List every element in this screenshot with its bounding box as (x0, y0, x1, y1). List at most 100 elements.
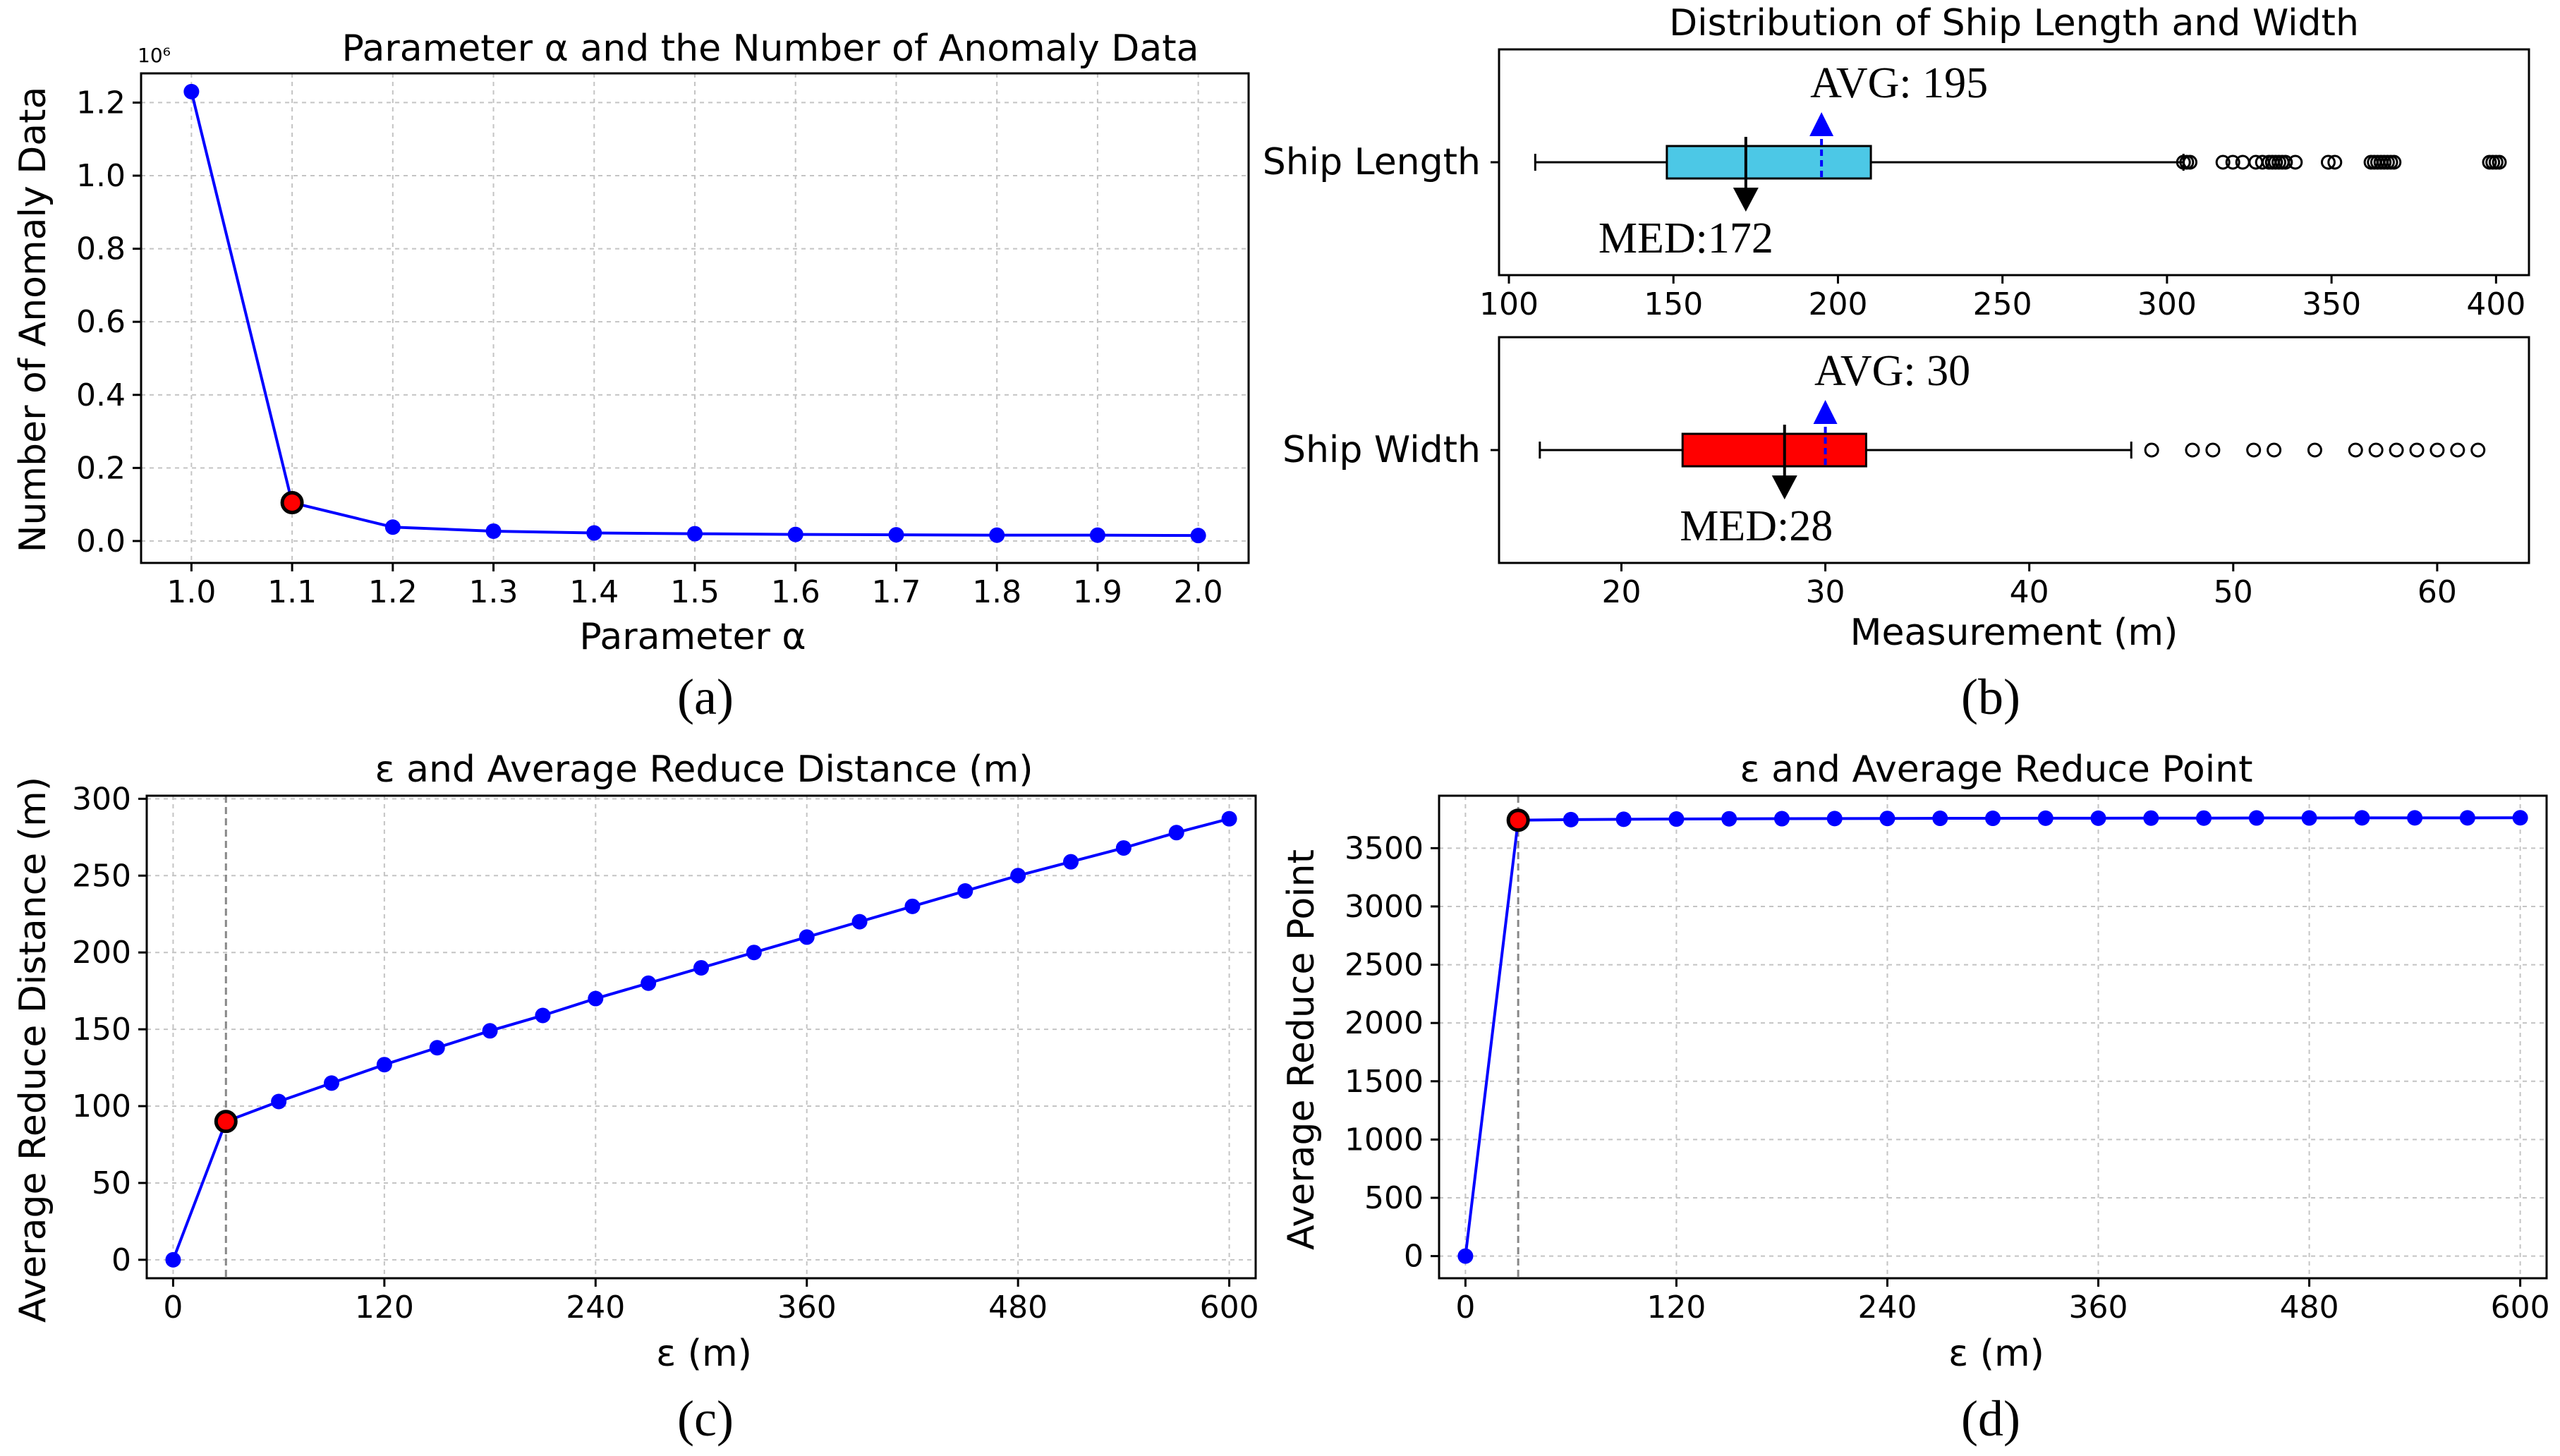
chart-b-width-xtick-label: 20 (1601, 574, 1641, 610)
chart-b-width-outlier (2368, 442, 2384, 458)
chart-b-width-outlier (2144, 442, 2159, 458)
chart-d-data-point (2248, 810, 2264, 826)
chart-a-data-point (1089, 527, 1105, 543)
chart-a-data-point (1190, 528, 1206, 544)
chart-c-data-point (641, 975, 657, 991)
chart-b-length-xtick-label: 100 (1479, 286, 1539, 322)
chart-b-length-xtick-label: 400 (2466, 286, 2525, 322)
chart-c-data-point (1063, 854, 1079, 870)
chart-c-data-point (482, 1023, 498, 1039)
chart-b-width-xtick-label: 30 (1806, 574, 1845, 610)
chart-d-data-point (1615, 811, 1632, 827)
chart-d-data-point (2090, 810, 2106, 826)
chart-c-caption: (c) (677, 1390, 734, 1447)
chart-d-ytick-label: 1000 (1345, 1122, 1424, 1158)
chart-d-data-point (1721, 811, 1737, 827)
chart-b-width-xtick-label: 40 (2010, 574, 2049, 610)
chart-b-width-outlier (2185, 442, 2200, 458)
chart-a-scale-label: 10⁶ (138, 44, 171, 67)
chart-d-data-point (2143, 810, 2159, 826)
chart-b-width-avg-label: AVG: 30 (1814, 347, 1970, 395)
chart-c-xtick-label: 360 (777, 1290, 837, 1325)
chart-b-width-xtick-label: 50 (2214, 574, 2253, 610)
chart-d: ε and Average Reduce Point Average Reduc… (1280, 748, 2550, 1447)
chart-a-xtick-label: 1.3 (469, 574, 518, 610)
chart-d-data-point (1668, 811, 1685, 827)
chart-c-data-point (1168, 825, 1184, 841)
chart-a-xtick-label: 1.5 (670, 574, 720, 610)
chart-b-length-xtick-label: 250 (1973, 286, 2032, 322)
chart-a-data-point (787, 526, 803, 542)
chart-c-highlight-point (214, 1110, 238, 1134)
chart-d-data-point (2512, 810, 2528, 826)
chart-c: ε and Average Reduce Distance (m) Averag… (12, 748, 1259, 1447)
chart-b-xlabel: Measurement (m) (1850, 612, 2178, 654)
chart-d-xtick-label: 360 (2069, 1290, 2128, 1325)
chart-c-data-point (429, 1040, 445, 1056)
chart-a-xlabel: Parameter α (579, 616, 806, 658)
chart-d-data-point (2407, 810, 2423, 826)
chart-b-caption: (b) (1961, 669, 2020, 725)
chart-b-width-outlier (2450, 442, 2465, 458)
chart-c-ytick-label: 250 (72, 858, 131, 894)
chart-c-data-point (904, 898, 921, 914)
chart-b-length-outlier (2320, 154, 2336, 170)
chart-d-data-point (2196, 810, 2212, 826)
chart-c-data-point (1010, 868, 1026, 884)
chart-d-ytick-label: 500 (1364, 1180, 1424, 1216)
chart-d-series-line (1464, 816, 2520, 1256)
chart-b-width-outlier (2409, 442, 2425, 458)
chart-d-frame (1438, 794, 2548, 1280)
chart-d-data-point (1932, 811, 1948, 827)
chart-b-length-outlier (2327, 154, 2343, 170)
chart-b-length-outlier (2278, 154, 2293, 170)
chart-b-width-outlier (2348, 442, 2363, 458)
chart-d-highlight-point (1506, 808, 1530, 832)
chart-b-width-med-label: MED:28 (1680, 502, 1833, 550)
chart-a: Parameter α and the Number of Anomaly Da… (12, 28, 1250, 725)
chart-a-xtick-label: 2.0 (1174, 574, 1223, 610)
chart-c-title: ε and Average Reduce Distance (m) (375, 748, 1033, 791)
chart-a-ytick-label: 1.0 (76, 158, 126, 194)
chart-a-title: Parameter α and the Number of Anomaly Da… (342, 28, 1199, 70)
chart-b-length-outlier (2183, 154, 2198, 170)
chart-a-highlight-point (280, 491, 304, 515)
chart-b-length-xtick-label: 200 (1808, 286, 1867, 322)
chart-d-ytick-label: 3500 (1345, 830, 1424, 866)
chart-a-xtick-label: 1.4 (569, 574, 619, 610)
chart-b-width-outlier (2470, 442, 2486, 458)
chart-b-length-xtick-label: 300 (2137, 286, 2197, 322)
chart-a-xtick-label: 1.9 (1073, 574, 1122, 610)
chart-c-series-line (171, 817, 1230, 1261)
chart-b-length-avg-marker (1809, 112, 1834, 136)
chart-d-ytick-label: 3000 (1345, 889, 1424, 925)
chart-a-data-point (989, 527, 1005, 543)
chart-b-width-outlier (2246, 442, 2262, 458)
chart-b-length-xtick-label: 350 (2302, 286, 2361, 322)
chart-d-ytick-label: 2500 (1345, 947, 1424, 983)
chart-b-width-outlier (2389, 442, 2404, 458)
chart-c-ytick-label: 50 (92, 1165, 131, 1201)
chart-b-length-med-arrow-head (1733, 188, 1759, 212)
chart-a-ytick-label: 0.0 (76, 523, 126, 559)
chart-a-data-point (586, 525, 602, 541)
chart-b-width-avg-marker (1813, 400, 1838, 424)
chart-c-xtick-label: 480 (988, 1290, 1048, 1325)
chart-d-data-point (2037, 810, 2054, 826)
chart-c-ytick-label: 150 (72, 1012, 131, 1048)
chart-b-width-xtick-label: 60 (2418, 574, 2457, 610)
chart-d-caption: (d) (1961, 1390, 2020, 1447)
chart-d-data-point (1773, 811, 1790, 827)
chart-b-length-xtick-label: 150 (1644, 286, 1703, 322)
chart-c-xtick-label: 240 (566, 1290, 625, 1325)
chart-a-frame (140, 72, 1250, 564)
chart-a-ytick-label: 0.8 (76, 231, 126, 267)
chart-b-length-outlier (2215, 154, 2231, 170)
chart-b-length-outlier (2225, 154, 2240, 170)
chart-a-data-point (888, 527, 904, 543)
chart-b: Distribution of Ship Length and Width Me… (1263, 2, 2530, 725)
chart-a-xtick-label: 1.2 (368, 574, 418, 610)
chart-d-ytick-label: 1500 (1345, 1064, 1424, 1100)
chart-d-data-point (1563, 811, 1579, 827)
